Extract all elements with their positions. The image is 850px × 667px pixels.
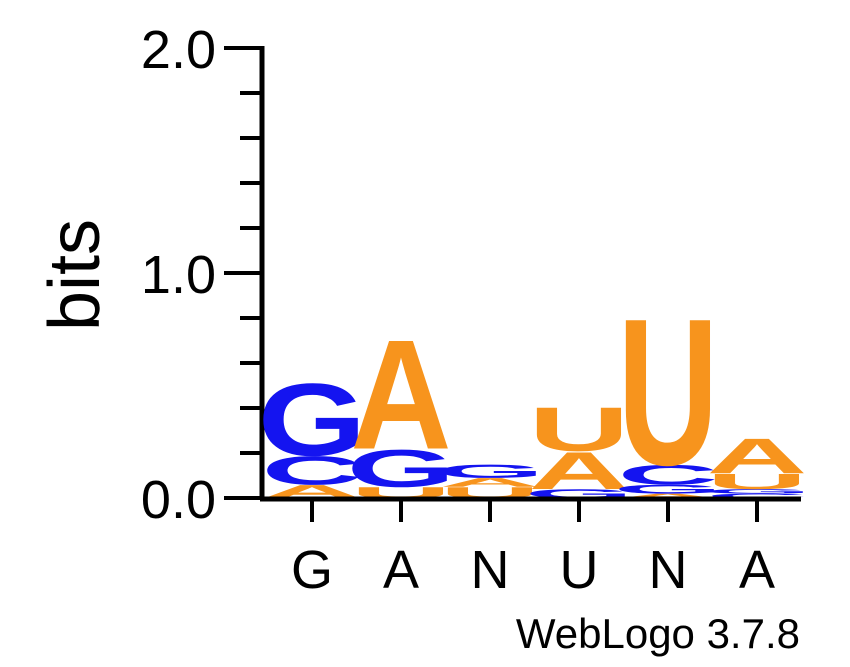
y-tick-label: 1.0 [141,245,216,305]
logo-letter-G: G [614,482,723,496]
y-tick-label: 0.0 [141,470,216,530]
logo-letter-G: G [258,363,367,478]
svg-text:U: U [706,469,807,493]
logo-letter-G: G [347,439,456,498]
logo-letter-U: U [617,275,718,509]
logo-letter-C: C [706,492,807,499]
svg-text:A: A [439,476,540,490]
svg-text:G: G [258,363,367,478]
svg-text:A: A [617,492,718,499]
svg-text:C: C [617,459,718,490]
svg-text:G: G [347,439,456,498]
svg-text:A: A [350,308,451,482]
logo-letter-U: U [706,469,807,493]
x-tick-label: A [383,540,419,600]
svg-text:C: C [261,448,362,493]
logo-letter-A: A [439,476,540,490]
logo-letter-A: A [706,429,807,485]
svg-text:G: G [614,482,723,496]
svg-text:G: G [436,461,545,482]
logo-letter-A: A [617,492,718,499]
x-tick-label: U [560,540,599,600]
y-tick-label: 2.0 [141,20,216,80]
logo-letter-C: C [261,448,362,493]
logo-letter-A: A [350,308,451,482]
svg-text:A: A [706,429,807,485]
svg-text:A: A [528,441,629,500]
x-tick-label: A [739,540,775,600]
logo-letter-G: G [703,488,812,495]
logo-letter-C: C [617,459,718,490]
y-axis: 0.0 1.0 2.0 [141,20,265,530]
y-axis-label: bits [35,219,115,331]
logo-letter-U: U [528,394,629,464]
svg-text:U: U [617,275,718,509]
logo-letter-A: A [528,441,629,500]
svg-text:G: G [703,488,812,495]
weblogo-credit: WebLogo 3.7.8 [516,610,800,657]
x-tick-label: G [291,540,333,600]
x-tick-label: N [649,540,688,600]
svg-text:C: C [706,492,807,499]
logo-letter-G: G [436,461,545,482]
x-tick-label: N [471,540,510,600]
svg-text:U: U [528,394,629,464]
